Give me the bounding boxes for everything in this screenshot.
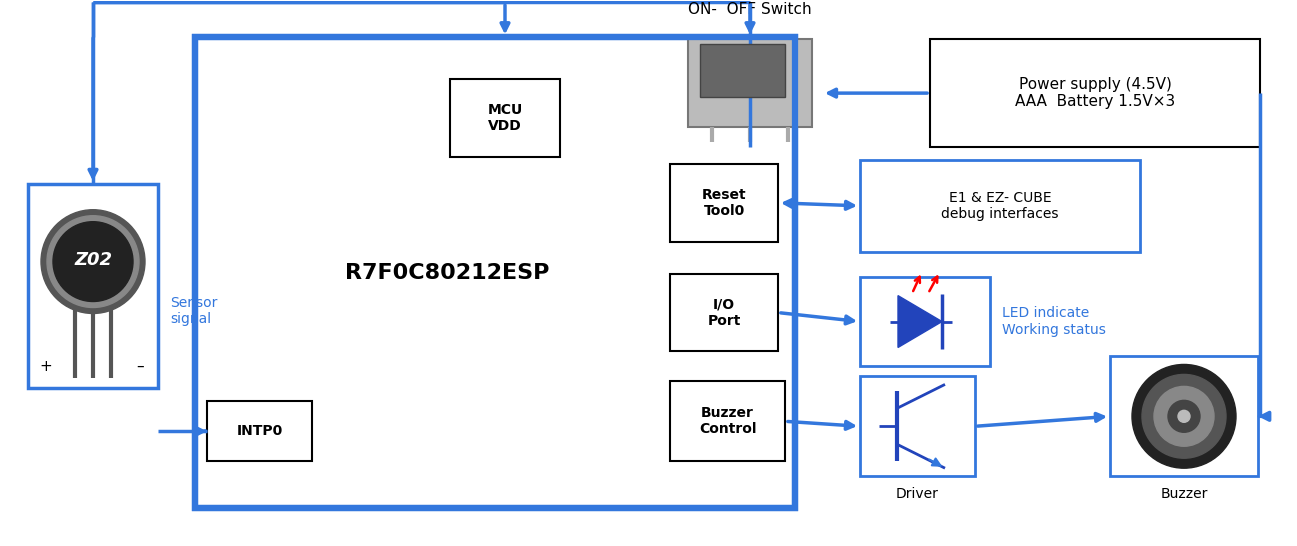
Text: Sensor
signal: Sensor signal	[170, 295, 218, 326]
Bar	[195, 37, 795, 508]
Bar	[29, 184, 158, 388]
Circle shape	[1178, 411, 1191, 422]
Circle shape	[47, 216, 139, 307]
Text: ON-  OFF Switch: ON- OFF Switch	[689, 2, 812, 17]
Bar	[671, 164, 778, 242]
Bar	[1110, 357, 1258, 476]
Text: E1 & EZ- CUBE
debug interfaces: E1 & EZ- CUBE debug interfaces	[942, 191, 1058, 221]
Circle shape	[42, 210, 145, 313]
Text: Driver: Driver	[896, 487, 939, 501]
Text: +: +	[40, 359, 52, 374]
Text: LED indicate
Working status: LED indicate Working status	[1003, 306, 1106, 337]
Bar	[671, 274, 778, 352]
Text: MCU
VDD: MCU VDD	[488, 103, 523, 133]
Bar	[860, 376, 975, 476]
Text: R7F0C80212ESP: R7F0C80212ESP	[345, 263, 549, 283]
Circle shape	[1154, 387, 1214, 446]
Text: Power supply (4.5V)
AAA  Battery 1.5V×3: Power supply (4.5V) AAA Battery 1.5V×3	[1014, 77, 1175, 109]
Circle shape	[1141, 375, 1226, 458]
Polygon shape	[898, 295, 942, 347]
Bar	[671, 382, 785, 461]
Bar	[700, 44, 785, 97]
Circle shape	[1169, 400, 1200, 432]
Bar	[450, 79, 560, 157]
Bar	[930, 39, 1259, 147]
Text: –: –	[136, 359, 144, 374]
Text: Z02: Z02	[74, 251, 112, 269]
Bar	[860, 277, 990, 366]
Bar	[208, 401, 313, 461]
Text: Buzzer: Buzzer	[1161, 487, 1208, 501]
Bar	[687, 39, 812, 127]
Bar	[860, 160, 1140, 252]
Text: Buzzer
Control: Buzzer Control	[699, 406, 756, 436]
Circle shape	[1132, 364, 1236, 468]
Bar	[195, 37, 795, 508]
Circle shape	[53, 222, 134, 301]
Text: INTP0: INTP0	[236, 424, 283, 438]
Text: I/O
Port: I/O Port	[707, 298, 741, 328]
Text: Reset
Tool0: Reset Tool0	[702, 188, 746, 218]
